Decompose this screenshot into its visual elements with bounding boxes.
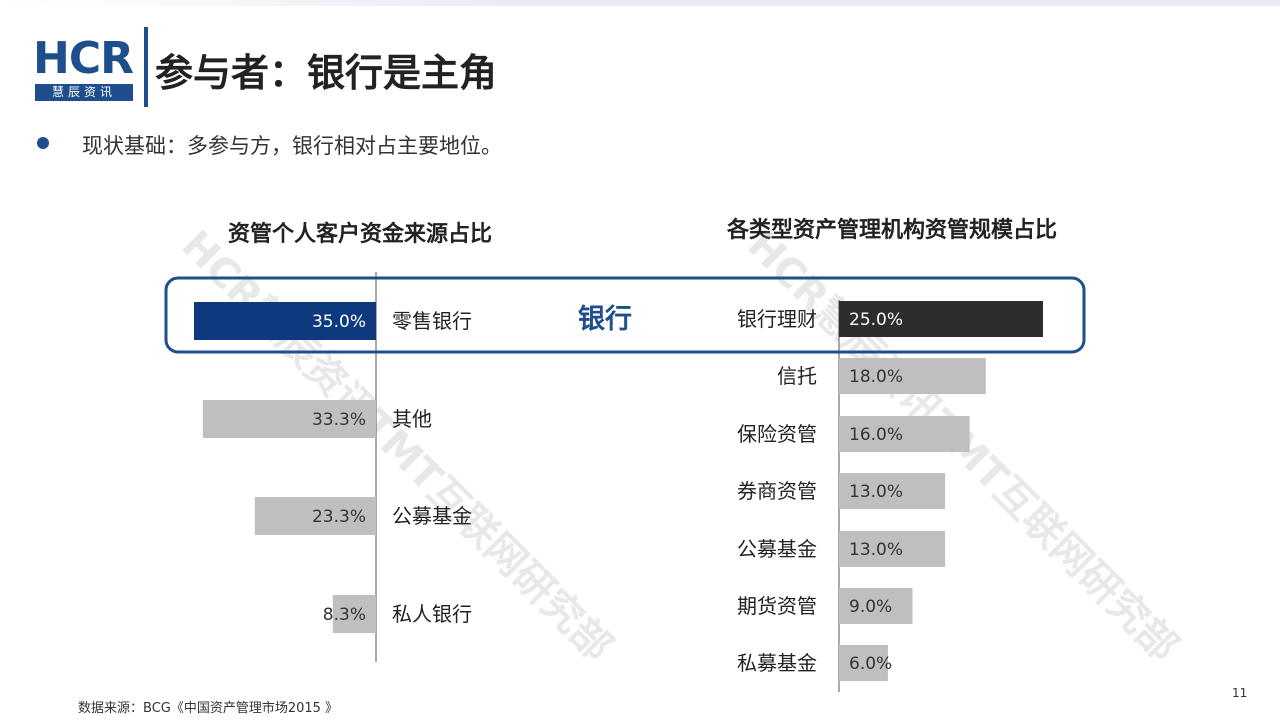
left-bar-value-label: 33.3% [312,410,366,430]
right-bar-value-label: 6.0% [849,654,892,674]
page-title: 参与者：银行是主角 [155,51,498,95]
page-number: 11 [1232,686,1248,700]
hcr-logo: HCR 慧辰资讯 [33,36,136,102]
bullet-text: 现状基础：多参与方，银行相对占主要地位。 [82,134,502,158]
right-bar-value-label: 16.0% [849,425,903,445]
right-bar [839,358,986,394]
highlight-box [164,276,1086,354]
right-bar-value-label: 25.0% [849,310,903,330]
left-bar-value-label: 8.3% [323,605,366,625]
title-divider [144,27,148,107]
top-decor-line [0,0,1280,6]
left-bar-value-label: 35.0% [312,312,366,332]
right-category-label: 私募基金 [737,651,817,675]
left-bar [202,400,376,438]
source-footnote: 数据来源：BCG《中国资产管理市场2015 》 [78,701,339,716]
right-bar [839,301,1043,337]
left-bar [332,595,376,633]
left-category-label: 公募基金 [392,504,472,528]
logo-text: HCR [33,33,134,84]
highlight-label: 银行 [578,303,632,335]
right-bar [839,473,946,509]
right-bar [839,416,970,452]
left-category-label: 其他 [392,407,432,431]
right-bar-value-label: 9.0% [849,597,892,617]
right-bar [839,588,913,624]
right-category-label: 银行理财 [737,307,817,331]
right-category-label: 期货资管 [737,594,817,618]
right-bar-value-label: 13.0% [849,482,903,502]
right-bar [839,531,946,567]
left-category-label: 私人银行 [392,602,472,626]
bullet-icon [37,137,49,149]
logo-subtitle: 慧辰资讯 [35,84,133,101]
right-bar [839,645,888,681]
right-bar-value-label: 13.0% [849,540,903,560]
left-bar [194,302,376,340]
right-category-label: 公募基金 [737,537,817,561]
right-category-label: 券商资管 [737,479,817,503]
right-bar-value-label: 18.0% [849,367,903,387]
right-category-label: 信托 [777,364,817,388]
left-bar-value-label: 23.3% [312,507,366,527]
left-chart-title: 资管个人客户资金来源占比 [227,222,492,247]
right-chart-title: 各类型资产管理机构资管规模占比 [726,218,1057,243]
right-category-label: 保险资管 [737,422,817,446]
left-bar [254,497,376,535]
left-category-label: 零售银行 [392,309,472,333]
